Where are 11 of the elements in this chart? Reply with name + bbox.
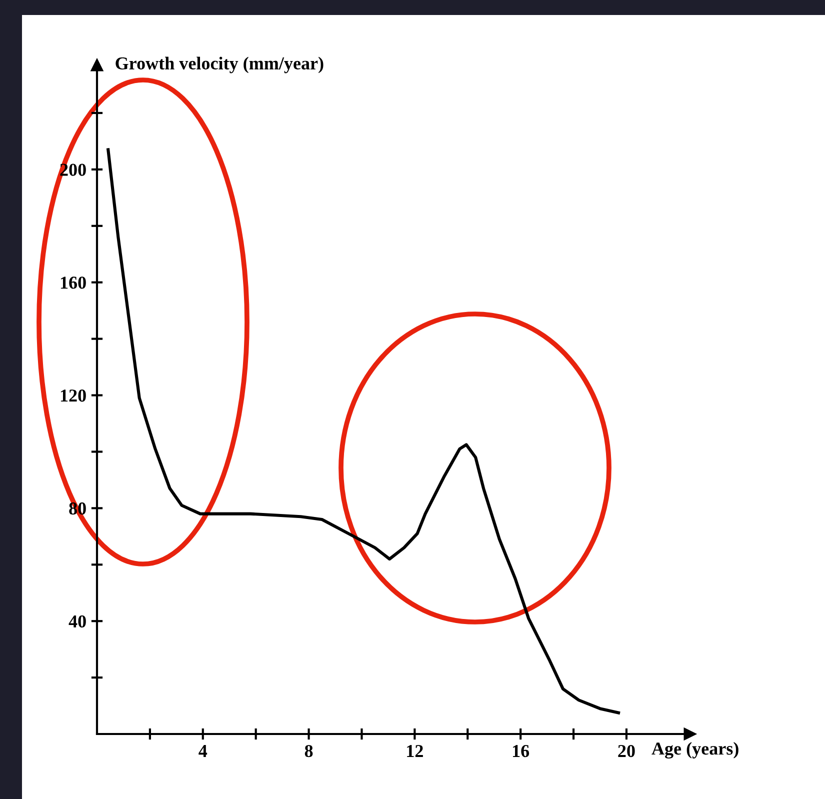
x-tick-label: 12 (407, 744, 423, 757)
x-tick-label: 8 (304, 744, 313, 758)
x-tick-label: 20 (618, 744, 635, 758)
x-tick-label: 16 (512, 744, 530, 758)
x-axis-title: Age (years) (652, 742, 738, 759)
y-tick-label: 40 (68, 615, 86, 628)
y-tick-label: 160 (60, 276, 86, 289)
y-tick-label: 120 (60, 390, 86, 402)
line-series (106, 148, 620, 714)
x-tick-label: 4 (198, 745, 208, 757)
y-axis-title: Growth velocity (mm/year) (116, 56, 324, 74)
